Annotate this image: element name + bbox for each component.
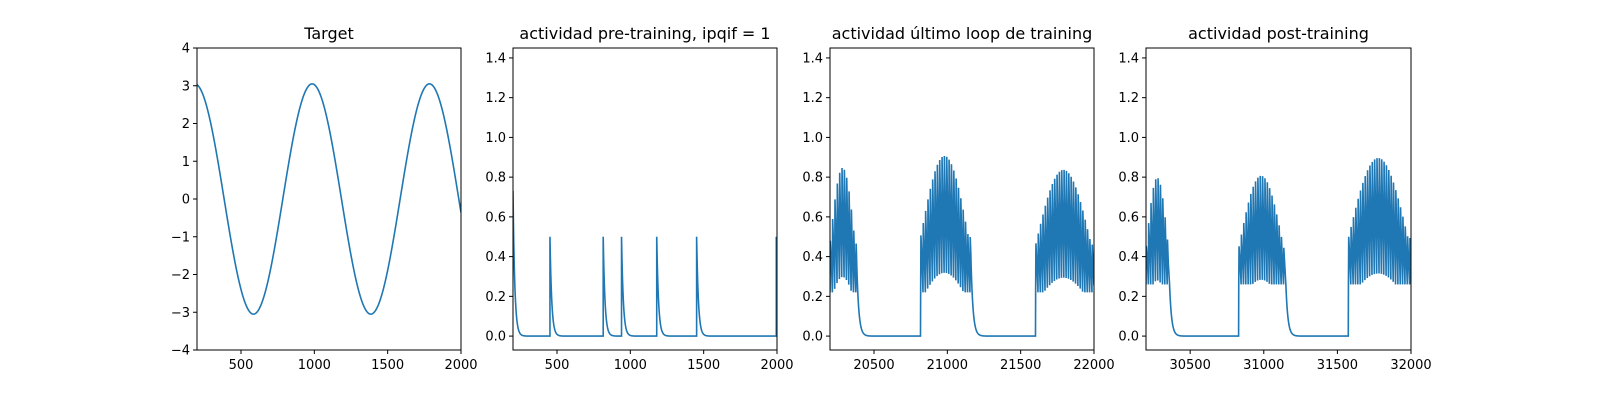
x-tick-label: 20500	[853, 358, 894, 373]
series-line	[830, 155, 1094, 337]
y-tick-label: 0.6	[1118, 210, 1139, 225]
series-line	[197, 83, 461, 315]
y-tick-label: 1.0	[485, 131, 506, 146]
x-tick-label: 1000	[298, 358, 331, 373]
y-tick-label: 4	[182, 42, 190, 57]
y-tick-label: 0.6	[802, 210, 823, 225]
y-tick-label: 0.8	[1118, 171, 1139, 186]
y-tick-label: 0.4	[1118, 250, 1139, 265]
y-tick-label: 0.2	[802, 290, 823, 305]
x-tick-label: 21500	[1000, 358, 1041, 373]
y-tick-label: 0.0	[802, 330, 823, 345]
y-tick-label: 0.2	[1118, 290, 1139, 305]
panel-post-training: 30500 31000 31500 32000 0.0 0.2 0.4 0.6 0.8 1.0 1.…	[1118, 24, 1431, 373]
x-tick-label: 30500	[1169, 358, 1210, 373]
y-tick-label: 1.4	[485, 51, 506, 66]
y-tick-label: 1.0	[802, 131, 823, 146]
y-tick-label: −1	[171, 230, 190, 245]
y-tick-label: −4	[171, 344, 190, 359]
x-tick-label: 1500	[371, 358, 404, 373]
x-tick-label: 21000	[927, 358, 968, 373]
x-tick-label: 500	[545, 358, 570, 373]
y-tick-label: 1.0	[1118, 131, 1139, 146]
y-tick-label: 0.6	[485, 210, 506, 225]
y-tick-label: 0.4	[802, 250, 823, 265]
x-tick-label: 31500	[1317, 358, 1358, 373]
x-tick-label: 31000	[1243, 358, 1284, 373]
y-tick-label: 0.0	[485, 330, 506, 345]
x-tick-label: 2000	[444, 358, 477, 373]
y-tick-label: 3	[182, 79, 190, 94]
panel-target: 500 1000 1500 2000 −4 −3 −2 −1 0 1 2 3 4 Target	[171, 24, 478, 373]
y-tick-label: −2	[171, 268, 190, 283]
y-tick-label: 0.8	[802, 171, 823, 186]
panel-pre-training: 500 1000 1500 2000 0.0 0.2 0.4 0.6 0.8 1.0 1.2 1.4 a…	[485, 24, 793, 373]
x-tick-label: 1000	[614, 358, 647, 373]
y-tick-label: 0	[182, 193, 190, 208]
panel-title: Target	[303, 24, 354, 43]
y-tick-label: 0.0	[1118, 330, 1139, 345]
x-tick-label: 32000	[1390, 358, 1431, 373]
panel-title: actividad pre-training, ipqif = 1	[519, 24, 770, 43]
panel-title: actividad post-training	[1188, 24, 1369, 43]
panel-title: actividad último loop de training	[832, 24, 1093, 43]
x-tick-label: 1500	[687, 358, 720, 373]
y-tick-label: 1.2	[485, 91, 506, 106]
axes-frame	[1145, 47, 1412, 351]
y-tick-label: 1	[182, 155, 190, 170]
x-tick-label: 22000	[1073, 358, 1114, 373]
axes-frame	[512, 47, 778, 351]
y-tick-label: 1.4	[802, 51, 823, 66]
x-tick-label: 2000	[760, 358, 793, 373]
y-tick-label: 0.4	[485, 250, 506, 265]
series-line	[513, 191, 777, 337]
y-tick-label: 1.2	[802, 91, 823, 106]
y-tick-label: 1.4	[1118, 51, 1139, 66]
y-tick-label: 0.2	[485, 290, 506, 305]
panel-last-training-loop: 20500 21000 21500 22000 0.0 0.2 0.4 0.6 0.8 1.0 1.…	[802, 24, 1114, 373]
y-tick-label: −3	[171, 306, 190, 321]
y-tick-label: 2	[182, 117, 190, 132]
y-tick-label: 0.8	[485, 171, 506, 186]
axes-frame	[829, 47, 1095, 351]
y-tick-label: 1.2	[1118, 91, 1139, 106]
series-line	[1146, 158, 1411, 337]
x-tick-label: 500	[229, 358, 254, 373]
